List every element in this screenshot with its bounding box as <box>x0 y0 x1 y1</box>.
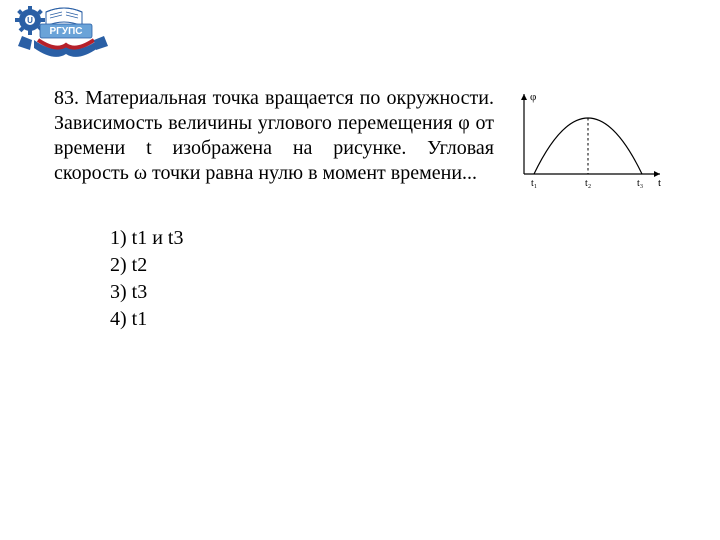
content: 83. Материальная точка вращается по окру… <box>54 86 666 333</box>
figure: φ t t₁ t₂ t₃ <box>506 88 666 197</box>
option-2: 2) t2 <box>110 252 666 279</box>
university-logo: U РГУПС <box>14 6 112 68</box>
tick-t2: t₂ <box>585 178 591 189</box>
problem-number: 83. <box>54 87 79 109</box>
tick-t3: t₃ <box>637 178 643 189</box>
x-axis-label: t <box>658 177 661 189</box>
option-3: 3) t3 <box>110 279 666 306</box>
option-1: 1) t1 и t3 <box>110 225 666 252</box>
answer-options: 1) t1 и t3 2) t2 3) t3 4) t1 <box>110 225 666 333</box>
svg-text:U: U <box>27 16 33 25</box>
logo-text: РГУПС <box>50 26 83 37</box>
y-axis-label: φ <box>530 91 536 103</box>
problem-body: Материальная точка вращается по окружнос… <box>54 87 494 184</box>
page: U РГУПС 83. Материальная точка вращается… <box>0 0 720 540</box>
problem-text: 83. Материальная точка вращается по окру… <box>54 86 494 186</box>
tick-t1: t₁ <box>531 178 537 189</box>
option-4: 4) t1 <box>110 306 666 333</box>
